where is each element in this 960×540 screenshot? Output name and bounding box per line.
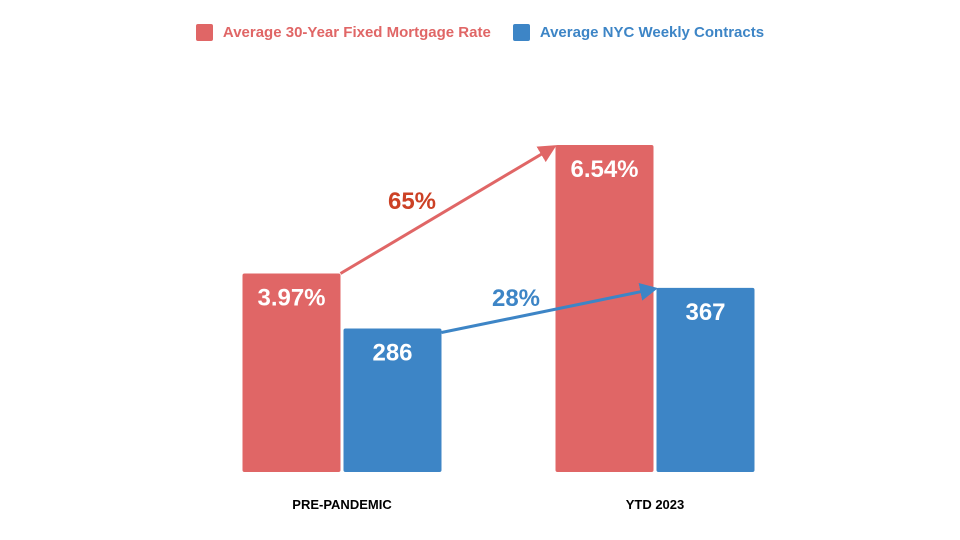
legend-label-mortgage-rate: Average 30-Year Fixed Mortgage Rate: [222, 24, 491, 41]
data-label-nyc-contracts-0: 286: [372, 340, 412, 367]
legend: Average 30-Year Fixed Mortgage Rate Aver…: [0, 24, 960, 41]
data-label-nyc-contracts-1: 367: [685, 299, 725, 326]
change-arrow-nyc-contracts: [441, 282, 659, 335]
change-arrow-mortgage-rate: [339, 145, 557, 275]
data-label-mortgage-rate-0: 3.97%: [257, 285, 325, 312]
x-tick-label-0: PRE-PANDEMIC: [292, 497, 392, 512]
legend-swatch-nyc-contracts: [512, 24, 530, 41]
legend-label-nyc-contracts: Average NYC Weekly Contracts: [539, 24, 765, 41]
bar-nyc-contracts-0: [343, 328, 442, 472]
change-label-nyc-contracts: 28%: [492, 285, 540, 312]
legend-item-mortgage-rate: Average 30-Year Fixed Mortgage Rate: [195, 24, 491, 41]
bar-nyc-contracts-1: [656, 287, 755, 472]
legend-swatch-mortgage-rate: [195, 24, 213, 41]
bar-mortgage-rate-1: [555, 145, 654, 472]
data-label-mortgage-rate-1: 6.54%: [570, 156, 638, 183]
bar-mortgage-rate-0: [242, 273, 341, 472]
x-tick-label-1: YTD 2023: [626, 497, 685, 512]
change-label-mortgage-rate: 65%: [388, 188, 436, 215]
legend-item-nyc-contracts: Average NYC Weekly Contracts: [512, 24, 765, 41]
